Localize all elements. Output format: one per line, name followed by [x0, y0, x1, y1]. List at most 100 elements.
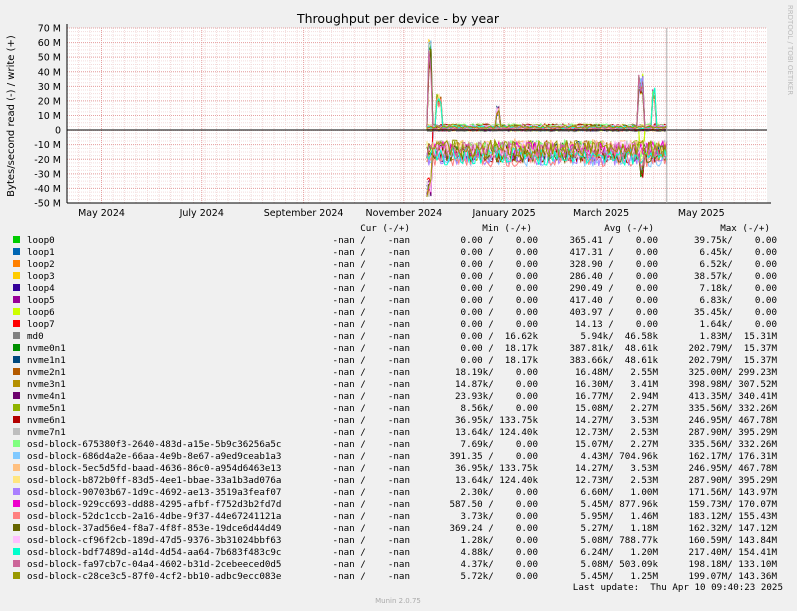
legend-swatch: [13, 380, 20, 387]
legend-col-cur: Cur (-/+): [360, 223, 410, 234]
legend-min: 1.28k/ 0.00: [461, 535, 538, 546]
last-update: Last update: Thu Apr 10 09:40:23 2025: [573, 582, 783, 593]
legend-avg: 403.97 / 0.00: [569, 307, 658, 318]
legend: loop0 -nan / -nan 0.00 / 0.00 365.41 / 0.00…: [13, 235, 777, 582]
legend-swatch: [13, 452, 20, 459]
legend-max: 6.83k/ 0.00: [700, 295, 777, 306]
legend-swatch: [13, 428, 20, 435]
munin-version: Munin 2.0.75: [375, 597, 421, 605]
legend-avg: 16.77M/ 2.94M: [575, 391, 658, 402]
legend-avg: 6.60M/ 1.00M: [581, 487, 659, 498]
legend-max: 325.00M/ 299.23M: [688, 367, 777, 378]
legend-avg: 5.27M/ 1.18M: [581, 523, 659, 534]
legend-swatch: [13, 272, 20, 279]
legend-name: nvme7n1: [27, 427, 66, 438]
legend-avg: 5.45M/ 877.96k: [581, 499, 659, 510]
legend-max: 398.98M/ 307.52M: [688, 379, 777, 390]
legend-swatch: [13, 536, 20, 543]
legend-cur: -nan / -nan: [333, 571, 410, 582]
legend-avg: 5.45M/ 1.25M: [581, 571, 659, 582]
legend-name: osd-block-90703b67-1d9c-4692-ae13-3519a3…: [27, 487, 281, 498]
legend-name: loop2: [27, 259, 55, 270]
y-tick-labels: 70 M 60 M 50 M 40 M 30 M 20 M 10 M 0 -10 M -20 M -…: [34, 24, 61, 210]
legend-avg: 6.24M/ 1.20M: [581, 547, 659, 558]
legend-min: 7.69k/ 0.00: [461, 439, 538, 450]
x-tick-labels: May 2024 July 2024 September 2024 November …: [78, 208, 725, 219]
legend-name: nvme4n1: [27, 391, 66, 402]
legend-avg: 14.27M/ 3.53M: [575, 463, 658, 474]
legend-avg: 290.49 / 0.00: [569, 283, 658, 294]
x-tick-label: September 2024: [264, 208, 344, 219]
y-tick-label: -10 M: [34, 140, 61, 151]
legend-max: 413.35M/ 340.41M: [688, 391, 777, 402]
x-tick-label: May 2025: [678, 208, 725, 219]
legend-cur: -nan / -nan: [333, 367, 410, 378]
legend-swatch: [13, 368, 20, 375]
legend-name: nvme5n1: [27, 403, 66, 414]
legend-max: 287.90M/ 395.29M: [688, 475, 777, 486]
x-tick-label: March 2025: [573, 208, 629, 219]
legend-name: osd-block-fa97cb7c-04a4-4602-b31d-2cebee…: [27, 559, 281, 570]
legend-min: 14.87k/ 0.00: [455, 379, 538, 390]
y-tick-label: 30 M: [38, 82, 61, 93]
y-tick-label: -40 M: [34, 184, 61, 195]
legend-name: osd-block-52dc1ccb-2a16-4dbe-9f37-44e672…: [27, 511, 281, 522]
legend-cur: -nan / -nan: [333, 307, 410, 318]
legend-avg: 387.81k/ 48.61k: [569, 343, 658, 354]
legend-header: Cur (-/+) Min (-/+) Avg (-/+) Max (-/+): [360, 223, 770, 234]
legend-cur: -nan / -nan: [333, 391, 410, 402]
legend-min: 13.64k/ 124.40k: [455, 427, 538, 438]
y-tick-label: 20 M: [38, 96, 61, 107]
legend-swatch: [13, 440, 20, 447]
legend-min: 0.00 / 0.00: [461, 271, 538, 282]
legend-name: osd-block-929cc693-dd88-4295-afbf-f752d3…: [27, 499, 281, 510]
y-tick-label: 10 M: [38, 111, 61, 122]
legend-cur: -nan / -nan: [333, 271, 410, 282]
legend-avg: 417.31 / 0.00: [569, 247, 658, 258]
legend-max: 1.64k/ 0.00: [700, 319, 777, 330]
legend-avg: 5.08M/ 503.09k: [581, 559, 659, 570]
legend-max: 7.18k/ 0.00: [700, 283, 777, 294]
legend-name: nvme3n1: [27, 379, 66, 390]
legend-name: loop7: [27, 319, 55, 330]
legend-avg: 5.95M/ 1.46M: [581, 511, 659, 522]
legend-min: 23.93k/ 0.00: [455, 391, 538, 402]
legend-cur: -nan / -nan: [333, 415, 410, 426]
legend-max: 6.52k/ 0.00: [700, 259, 777, 270]
legend-cur: -nan / -nan: [333, 487, 410, 498]
legend-swatch: [13, 404, 20, 411]
legend-swatch: [13, 320, 20, 327]
legend-name: osd-block-cf96f2cb-189d-47d5-9376-3b3102…: [27, 535, 281, 546]
legend-min: 0.00 / 16.62k: [461, 331, 539, 342]
legend-cur: -nan / -nan: [333, 343, 410, 354]
legend-swatch: [13, 308, 20, 315]
legend-name: loop3: [27, 271, 55, 282]
y-tick-label: 40 M: [38, 67, 61, 78]
legend-avg: 365.41 / 0.00: [569, 235, 658, 246]
legend-max: 198.18M/ 133.10M: [688, 559, 777, 570]
y-tick-label: 70 M: [38, 24, 61, 35]
legend-swatch: [13, 344, 20, 351]
legend-min: 0.00 / 0.00: [461, 259, 538, 270]
x-tick-label: November 2024: [366, 208, 443, 219]
legend-swatch: [13, 560, 20, 567]
legend-min: 369.24 / 0.00: [449, 523, 538, 534]
legend-swatch: [13, 260, 20, 267]
legend-min: 36.95k/ 133.75k: [455, 463, 538, 474]
legend-cur: -nan / -nan: [333, 523, 410, 534]
legend-cur: -nan / -nan: [333, 439, 410, 450]
y-tick-label: -50 M: [34, 199, 61, 210]
legend-avg: 328.90 / 0.00: [569, 259, 658, 270]
legend-swatch: [13, 236, 20, 243]
legend-swatch: [13, 284, 20, 291]
x-tick-label: January 2025: [471, 208, 535, 219]
legend-max: 39.75k/ 0.00: [694, 235, 777, 246]
legend-col-max: Max (-/+): [720, 223, 770, 234]
legend-max: 199.07M/ 143.36M: [688, 571, 777, 582]
legend-swatch: [13, 572, 20, 579]
legend-swatch: [13, 356, 20, 363]
legend-cur: -nan / -nan: [333, 379, 410, 390]
legend-max: 246.95M/ 467.78M: [688, 463, 777, 474]
legend-min: 587.50 / 0.00: [449, 499, 538, 510]
